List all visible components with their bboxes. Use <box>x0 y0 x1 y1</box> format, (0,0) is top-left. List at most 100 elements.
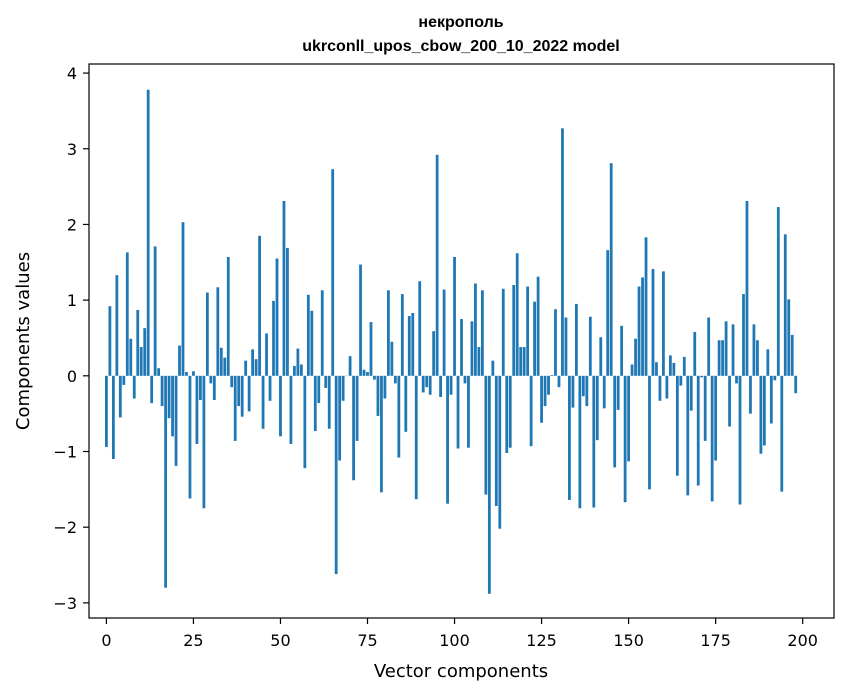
x-axis-label: Vector components <box>374 661 548 682</box>
bar-118 <box>515 253 519 376</box>
bar-17 <box>164 375 167 588</box>
bar-61 <box>317 375 321 404</box>
bar-195 <box>783 234 787 376</box>
bar-43 <box>254 359 258 376</box>
bar-72 <box>355 375 359 441</box>
bar-9 <box>136 309 140 376</box>
plot-frame <box>88 63 835 619</box>
bar-52 <box>286 247 289 376</box>
bar-136 <box>578 375 582 509</box>
bar-2 <box>111 375 115 460</box>
bar-78 <box>376 375 380 416</box>
bar-185 <box>749 375 752 414</box>
y-tick-label: −1 <box>53 442 77 461</box>
bar-142 <box>599 337 603 376</box>
bar-169 <box>693 331 697 376</box>
bar-175 <box>714 375 718 461</box>
chart-title: некрополь <box>418 14 503 31</box>
bar-139 <box>588 316 592 376</box>
bar-83 <box>393 375 397 384</box>
bar-92 <box>425 375 429 388</box>
bar-80 <box>383 375 387 399</box>
bar-82 <box>390 341 394 376</box>
bar-38 <box>237 375 241 407</box>
bar-147 <box>616 375 620 410</box>
bar-159 <box>658 375 662 401</box>
bar-167 <box>686 375 690 496</box>
bar-94 <box>432 331 436 376</box>
bar-113 <box>498 375 502 529</box>
bar-128 <box>550 375 554 376</box>
bar-36 <box>230 375 234 388</box>
y-tick-label: 4 <box>67 64 77 83</box>
bar-1 <box>108 306 112 376</box>
bar-153 <box>637 286 641 376</box>
bar-111 <box>491 360 495 376</box>
bar-158 <box>655 362 658 376</box>
bar-183 <box>742 294 745 376</box>
bar-85 <box>400 294 404 376</box>
bar-96 <box>439 375 443 397</box>
bar-141 <box>595 375 599 441</box>
bar-60 <box>313 375 317 432</box>
bar-193 <box>776 207 780 376</box>
bar-179 <box>728 375 731 427</box>
bar-146 <box>613 375 617 468</box>
bar-89 <box>414 375 418 500</box>
bar-150 <box>627 375 630 462</box>
y-axis-label: Components values <box>13 252 34 430</box>
bar-79 <box>380 375 383 493</box>
bar-42 <box>251 349 255 376</box>
bar-170 <box>696 375 700 486</box>
bar-63 <box>324 375 328 388</box>
bar-119 <box>519 347 523 376</box>
bar-7 <box>129 338 133 376</box>
bar-56 <box>299 364 303 376</box>
chart-subtitle: ukrconll_upos_cbow_200_10_2022 model <box>302 38 619 55</box>
bar-161 <box>665 375 669 399</box>
bar-88 <box>411 313 415 376</box>
x-tick-label: 150 <box>613 631 644 650</box>
bar-70 <box>348 356 352 376</box>
bar-172 <box>703 375 707 441</box>
bar-58 <box>306 294 310 376</box>
bar-73 <box>359 264 362 376</box>
bar-97 <box>442 289 446 376</box>
bar-160 <box>662 271 665 376</box>
bar-186 <box>752 324 756 376</box>
bar-129 <box>554 309 557 376</box>
bar-29 <box>205 292 209 376</box>
bar-177 <box>721 340 724 376</box>
bar-100 <box>453 256 456 376</box>
bar-11 <box>143 328 147 376</box>
bar-120 <box>522 347 526 376</box>
bar-187 <box>756 340 759 376</box>
bar-135 <box>574 303 578 376</box>
bar-168 <box>689 375 693 411</box>
bar-131 <box>561 128 564 376</box>
bar-95 <box>435 154 439 376</box>
bar-59 <box>310 310 314 376</box>
bar-26 <box>195 375 199 444</box>
bar-86 <box>404 375 408 432</box>
bar-45 <box>261 375 265 429</box>
bar-81 <box>387 290 390 376</box>
bar-75 <box>366 372 369 376</box>
x-tick-label: 0 <box>101 631 111 650</box>
y-axis-ticks: −3 −2 −1 0 1 2 3 4 <box>53 64 89 613</box>
bar-34 <box>223 357 227 376</box>
bar-157 <box>651 269 655 376</box>
bar-55 <box>296 348 300 376</box>
bar-33 <box>219 347 223 376</box>
bar-191 <box>769 375 773 424</box>
bar-64 <box>327 375 331 429</box>
bar-148 <box>620 325 624 376</box>
bar-67 <box>338 375 342 461</box>
bar-66 <box>334 375 338 575</box>
bar-3 <box>115 275 119 376</box>
bar-122 <box>529 375 533 447</box>
bar-46 <box>265 333 268 376</box>
y-tick-label: 2 <box>67 215 77 234</box>
bar-24 <box>188 375 192 499</box>
